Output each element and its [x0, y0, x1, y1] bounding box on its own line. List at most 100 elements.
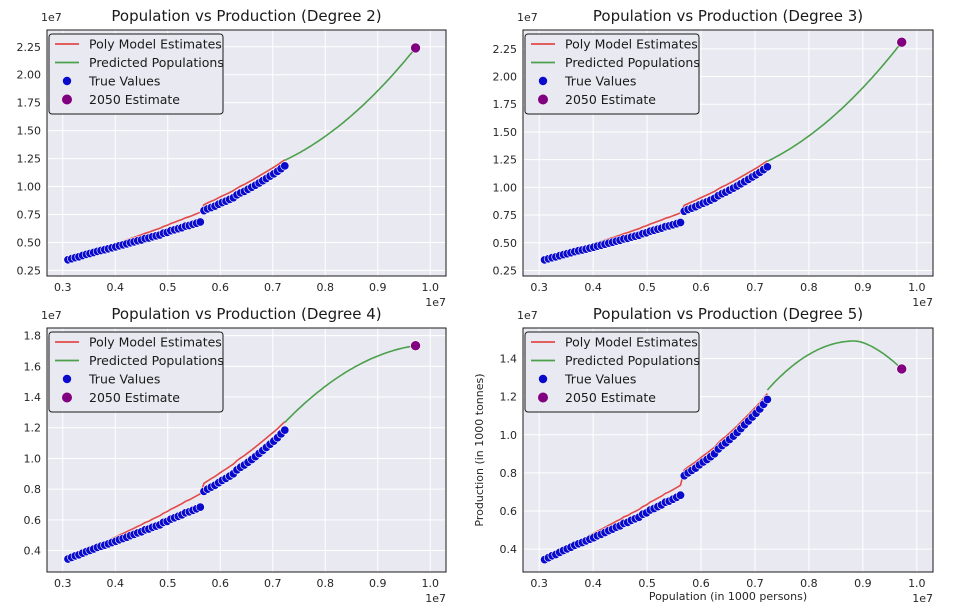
- predicted-populations-line: [766, 340, 903, 391]
- y-tick-label: 1.0: [500, 429, 518, 442]
- estimate-2050-point: [896, 36, 908, 48]
- y-tick-label: 0.4: [500, 543, 518, 556]
- x-exponent-label: 1e7: [425, 296, 446, 309]
- x-exponent-label: 1e7: [425, 592, 446, 605]
- x-tick-label: 0.5: [638, 281, 656, 294]
- legend-entry: True Values: [564, 74, 636, 89]
- legend-entry: Predicted Populations: [565, 353, 700, 368]
- x-axis-label: Population (in 1000 persons): [649, 590, 807, 603]
- y-tick-label: 1.75: [493, 98, 518, 111]
- x-tick-label: 0.3: [530, 281, 548, 294]
- y-tick-label: 0.25: [493, 264, 518, 277]
- chart-title: Population vs Production (Degree 4): [111, 305, 381, 323]
- x-tick-label: 0.9: [369, 577, 387, 590]
- y-tick-label: 1.6: [24, 360, 42, 373]
- true-values-series: [540, 394, 772, 565]
- legend-box: [524, 33, 700, 115]
- legend-entry: Poly Model Estimates: [89, 37, 222, 52]
- y-tick-label: 0.75: [17, 209, 42, 222]
- y-tick-label: 1.00: [17, 181, 42, 194]
- estimate-2050-point: [410, 340, 421, 351]
- y-exponent-label: 1e7: [517, 11, 538, 24]
- legend-box: [48, 33, 224, 115]
- legend-marker-swatch: [62, 392, 72, 403]
- legend: Poly Model Estimates Predicted Population…: [524, 33, 700, 115]
- x-exponent-label: 1e7: [912, 592, 933, 605]
- true-value-point: [195, 502, 205, 512]
- x-tick-label: 0.8: [800, 281, 818, 294]
- true-values-series: [63, 425, 290, 564]
- legend-entry: True Values: [88, 74, 160, 89]
- x-tick-label: 0.5: [638, 577, 656, 590]
- legend-entry: 2050 Estimate: [565, 92, 656, 107]
- x-tick-label: 0.6: [212, 281, 230, 294]
- x-tick-label: 0.7: [264, 281, 282, 294]
- legend-marker-swatch: [538, 94, 548, 105]
- predicted-populations-line: [767, 41, 903, 163]
- predicted-populations-line: [284, 344, 416, 423]
- y-tick-label: 1.50: [17, 125, 42, 138]
- x-tick-label: 1.0: [422, 281, 440, 294]
- x-tick-label: 0.9: [854, 281, 872, 294]
- legend-box: [48, 331, 224, 413]
- legend-entry: True Values: [88, 372, 160, 387]
- estimate-2050-point: [896, 363, 908, 375]
- x-tick-label: 1.0: [422, 577, 440, 590]
- true-values-series: [540, 162, 772, 265]
- true-value-point: [675, 490, 685, 500]
- y-tick-label: 1.2: [500, 391, 518, 404]
- y-tick-label: 1.2: [24, 422, 42, 435]
- x-tick-label: 0.6: [692, 281, 710, 294]
- true-values-series: [63, 161, 290, 265]
- x-tick-label: 1.0: [908, 577, 926, 590]
- y-tick-label: 0.4: [24, 545, 42, 558]
- y-tick-label: 1.4: [500, 353, 518, 366]
- y-exponent-label: 1e7: [41, 11, 62, 24]
- legend-entry: Poly Model Estimates: [565, 37, 698, 52]
- legend-entry: Predicted Populations: [565, 55, 700, 70]
- y-tick-label: 2.25: [17, 41, 42, 54]
- x-tick-label: 0.5: [159, 281, 177, 294]
- y-tick-label: 0.50: [493, 237, 518, 250]
- y-tick-label: 2.25: [493, 43, 518, 56]
- legend-entry: 2050 Estimate: [565, 390, 656, 405]
- legend-entry: Predicted Populations: [89, 55, 224, 70]
- legend-entry: True Values: [564, 372, 636, 387]
- x-tick-label: 1.0: [908, 281, 926, 294]
- legend-box: [524, 331, 700, 413]
- x-tick-label: 0.3: [530, 577, 548, 590]
- x-tick-label: 0.7: [264, 577, 282, 590]
- legend-entry: Poly Model Estimates: [565, 335, 698, 350]
- legend-marker-swatch: [62, 374, 72, 384]
- x-tick-label: 0.4: [584, 577, 602, 590]
- y-tick-label: 1.0: [24, 452, 42, 465]
- plot-frame: [46, 29, 447, 277]
- true-value-point: [195, 217, 205, 227]
- x-tick-label: 0.3: [54, 281, 72, 294]
- x-tick-label: 0.6: [212, 577, 230, 590]
- plot-frame: [522, 29, 934, 277]
- legend-marker-swatch: [538, 76, 548, 86]
- true-value-point: [280, 425, 290, 435]
- x-tick-label: 0.8: [317, 577, 335, 590]
- y-tick-label: 1.25: [17, 153, 42, 166]
- y-tick-label: 1.00: [493, 181, 518, 194]
- y-tick-label: 0.6: [24, 514, 42, 527]
- true-value-point: [762, 394, 772, 404]
- plot-frame: [46, 327, 447, 573]
- y-tick-label: 2.00: [17, 69, 42, 82]
- x-tick-label: 0.4: [584, 281, 602, 294]
- y-tick-label: 1.8: [24, 330, 42, 343]
- y-axis-label: Production (in 1000 tonnes): [473, 373, 486, 526]
- chart-title: Population vs Production (Degree 3): [593, 7, 863, 25]
- legend: Poly Model Estimates Predicted Population…: [48, 331, 224, 413]
- subplot-2: 0.3 0.4 0.5 0.6 0.7 0.8 0.9 1.0 0.25 0.50 0.75 1.00…: [493, 7, 934, 309]
- y-tick-label: 1.4: [24, 391, 42, 404]
- y-tick-label: 0.75: [493, 209, 518, 222]
- chart-title: Population vs Production (Degree 5): [593, 305, 863, 323]
- y-tick-label: 0.25: [17, 264, 42, 277]
- true-value-point: [280, 161, 290, 171]
- legend-entry: Poly Model Estimates: [89, 335, 222, 350]
- true-value-point: [762, 162, 772, 172]
